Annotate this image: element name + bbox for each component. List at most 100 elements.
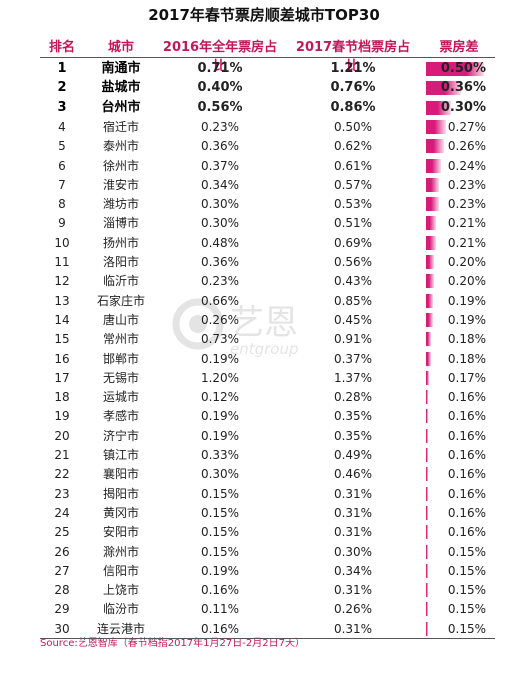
diff-bar <box>426 409 428 424</box>
table-row: 27 信阳市 0.19% 0.34% 0.15% <box>0 561 528 581</box>
diff-cell: 0.17% <box>426 368 492 388</box>
share-2017-cell: 0.43% <box>333 274 373 289</box>
diff-value: 0.23% <box>447 197 486 212</box>
share-2016-cell: 0.15% <box>200 544 240 559</box>
rank-cell: 4 <box>58 119 66 134</box>
diff-value: 0.18% <box>447 351 486 366</box>
city-cell: 连云港市 <box>96 621 145 636</box>
city-cell: 滁州市 <box>102 544 139 559</box>
header-2017: 2017春节档票房占比 <box>295 40 411 74</box>
city-cell: 济宁市 <box>102 428 139 443</box>
share-2017-cell: 1.37% <box>333 370 373 385</box>
rank-cell: 14 <box>54 312 70 327</box>
diff-bar <box>426 351 431 366</box>
city-cell: 徐州市 <box>102 158 139 173</box>
share-2017-cell: 0.69% <box>333 235 373 250</box>
diff-bar <box>426 197 440 212</box>
table-row: 23 揭阳市 0.15% 0.31% 0.16% <box>0 484 528 504</box>
diff-cell: 0.36% <box>426 78 492 98</box>
diff-bar <box>426 602 428 617</box>
diff-bar <box>426 390 428 405</box>
diff-cell: 0.23% <box>426 194 492 214</box>
share-2017-cell: 0.50% <box>333 119 373 134</box>
share-2016-cell: 0.30% <box>200 197 240 212</box>
diff-cell: 0.19% <box>426 291 492 311</box>
rank-cell: 21 <box>54 448 70 462</box>
share-2017-cell: 0.31% <box>333 505 373 520</box>
share-2016-cell: 0.15% <box>200 505 240 520</box>
diff-cell: 0.18% <box>426 349 492 369</box>
share-2017-cell: 0.37% <box>333 351 373 366</box>
city-cell: 潍坊市 <box>102 197 139 212</box>
share-2017-cell: 0.76% <box>330 80 376 96</box>
diff-value: 0.21% <box>447 216 486 231</box>
share-2016-cell: 0.15% <box>200 525 240 540</box>
diff-bar <box>426 216 436 231</box>
share-2016-cell: 0.36% <box>200 139 240 154</box>
diff-bar <box>426 428 428 443</box>
diff-bar <box>426 81 461 96</box>
table-row: 1 南通市 0.71% 1.21% 0.50% <box>0 59 528 79</box>
rank-cell: 17 <box>54 370 70 385</box>
diff-value: 0.24% <box>447 158 486 173</box>
diff-cell: 0.16% <box>426 522 492 542</box>
diff-bar <box>426 525 428 540</box>
share-2016-cell: 0.56% <box>197 99 243 115</box>
diff-bar <box>426 563 428 578</box>
diff-value: 0.15% <box>447 583 486 598</box>
share-2016-cell: 1.20% <box>200 370 240 385</box>
share-2017-cell: 0.31% <box>333 525 373 540</box>
table-row: 14 唐山市 0.26% 0.45% 0.19% <box>0 310 528 330</box>
table-row: 3 台州市 0.56% 0.86% 0.30% <box>0 98 528 118</box>
diff-bar <box>426 448 428 462</box>
table-bottom-line <box>40 638 495 639</box>
diff-value: 0.23% <box>447 177 486 192</box>
diff-cell: 0.18% <box>426 329 492 349</box>
diff-bar <box>426 370 430 385</box>
diff-bar <box>426 293 433 308</box>
city-cell: 扬州市 <box>102 235 139 250</box>
diff-cell: 0.21% <box>426 213 492 233</box>
diff-cell: 0.16% <box>426 406 492 426</box>
watermark-logo-icon <box>172 298 224 350</box>
diff-cell: 0.26% <box>426 136 492 156</box>
diff-cell: 0.20% <box>426 252 492 272</box>
table-row: 13 石家庄市 0.66% 0.85% 0.19% <box>0 291 528 311</box>
rank-cell: 30 <box>54 621 70 636</box>
share-2016-cell: 0.48% <box>200 235 240 250</box>
table-row: 15 常州市 0.73% 0.91% 0.18% <box>0 329 528 349</box>
diff-value: 0.17% <box>447 370 486 385</box>
diff-value: 0.18% <box>447 332 486 347</box>
share-2017-cell: 0.85% <box>333 293 373 308</box>
table-row: 11 洛阳市 0.36% 0.56% 0.20% <box>0 252 528 272</box>
diff-cell: 0.16% <box>426 464 492 484</box>
watermark-sub: entgroup <box>230 340 299 358</box>
diff-value: 0.20% <box>447 274 486 289</box>
diff-value: 0.16% <box>447 390 486 405</box>
diff-value: 0.15% <box>447 621 486 636</box>
city-cell: 盐城市 <box>101 80 141 96</box>
rank-cell: 10 <box>54 235 70 250</box>
diff-cell: 0.30% <box>426 98 492 118</box>
share-2017-cell: 0.53% <box>333 197 373 212</box>
city-cell: 孝感市 <box>102 409 139 424</box>
rank-cell: 16 <box>54 351 70 366</box>
table-header: 排名 城市 2016年全年票房占比 2017春节档票房占比 票房差 <box>0 36 528 74</box>
rank-cell: 2 <box>57 80 67 96</box>
share-2016-cell: 0.16% <box>200 621 240 636</box>
share-2016-cell: 0.23% <box>200 274 240 289</box>
rank-cell: 8 <box>58 197 66 212</box>
rank-cell: 12 <box>54 274 70 289</box>
share-2017-cell: 0.56% <box>333 255 373 269</box>
table-row: 19 孝感市 0.19% 0.35% 0.16% <box>0 406 528 426</box>
diff-bar <box>426 312 433 327</box>
rank-cell: 28 <box>54 583 70 598</box>
share-2016-cell: 0.19% <box>200 409 240 424</box>
table-row: 9 淄博市 0.30% 0.51% 0.21% <box>0 213 528 233</box>
share-2017-cell: 0.31% <box>333 486 373 501</box>
share-2016-cell: 0.30% <box>200 467 240 482</box>
diff-value: 0.15% <box>447 563 486 578</box>
table-row: 17 无锡市 1.20% 1.37% 0.17% <box>0 368 528 388</box>
city-cell: 上饶市 <box>102 583 139 598</box>
rank-cell: 27 <box>54 563 70 578</box>
